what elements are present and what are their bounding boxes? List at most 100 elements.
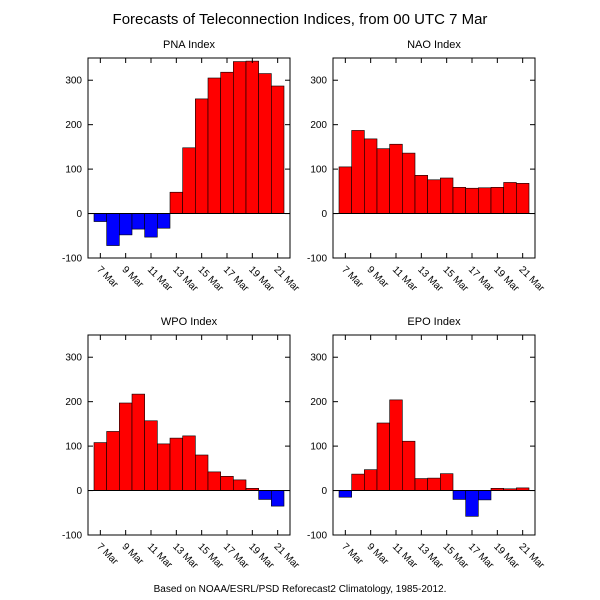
pna-index-bar [93, 213, 107, 222]
nao-index-bar [414, 175, 428, 214]
wpo-index-xtick-label: 19 Mar [246, 541, 276, 571]
wpo-index-bar [271, 490, 285, 507]
wpo-index-bar [195, 454, 209, 491]
pna-index-xtick-label: 17 Mar [221, 264, 251, 294]
epo-index-bar [440, 473, 454, 491]
epo-index-frame [332, 334, 536, 536]
epo-index-bar [465, 490, 479, 517]
epo-index-xtick-label: 13 Mar [415, 541, 445, 571]
pna-index-xtick-label: 11 Mar [145, 264, 175, 294]
nao-index-bar [427, 179, 441, 214]
wpo-index-xtick-label: 21 Mar [272, 541, 302, 571]
nao-index-bar [402, 152, 416, 214]
nao-index-bar [364, 138, 378, 214]
wpo-index-bar [182, 435, 196, 491]
epo-index-ytick-label: 300 [310, 353, 327, 364]
wpo-index-bar [220, 476, 234, 491]
wpo-index-ytick-label: 300 [65, 353, 82, 364]
pna-index-xtick-label: 13 Mar [170, 264, 200, 294]
epo-index-xtick-label: 19 Mar [491, 541, 521, 571]
pna-index-ytick-label: 300 [65, 76, 82, 87]
wpo-index-bar [258, 490, 272, 500]
nao-index-bar [516, 183, 530, 214]
nao-index-xtick-label: 9 Mar [365, 264, 391, 290]
pna-index-xtick-label: 9 Mar [120, 264, 146, 290]
pna-index-xtick-label: 19 Mar [246, 264, 276, 294]
nao-index-bar [503, 182, 517, 214]
figure-title: Forecasts of Teleconnection Indices, fro… [113, 11, 488, 28]
nao-index-ytick-label: 300 [310, 76, 327, 87]
wpo-index-bar [93, 442, 107, 491]
epo-index-bar [402, 440, 416, 491]
nao-index-bar [490, 187, 504, 214]
nao-index-bar [478, 187, 492, 214]
wpo-index-xtick-label: 15 Mar [196, 541, 226, 571]
nao-index-bar [440, 177, 454, 214]
pna-index-bar [195, 98, 209, 214]
wpo-index-title: WPO Index [161, 316, 218, 328]
epo-index-ytick-label: 100 [310, 442, 327, 453]
wpo-index-bar [106, 431, 120, 491]
nao-index-xtick-label: 13 Mar [415, 264, 445, 294]
epo-index-ytick-label: -100 [307, 531, 327, 542]
pna-index-bar [182, 147, 196, 214]
nao-index-xtick-label: 7 Mar [339, 264, 365, 290]
epo-index-title: EPO Index [407, 316, 461, 328]
epo-index-xtick-label: 15 Mar [441, 541, 471, 571]
epo-index-xtick-label: 17 Mar [466, 541, 496, 571]
epo-index-bar [351, 473, 365, 491]
wpo-index-ytick-label: 0 [76, 486, 82, 497]
pna-index-bar [245, 60, 259, 214]
pna-index-bar [220, 71, 234, 214]
pna-index-bar [271, 85, 285, 214]
nao-index-xtick-label: 11 Mar [390, 264, 420, 294]
epo-index-xtick-label: 21 Mar [517, 541, 547, 571]
pna-index-bar [157, 213, 171, 229]
nao-index-ytick-label: 100 [310, 165, 327, 176]
nao-index-ytick-label: 200 [310, 120, 327, 131]
pna-index-bar [131, 213, 145, 230]
wpo-index-bar [169, 437, 183, 491]
wpo-index-xtick-label: 9 Mar [120, 541, 146, 567]
nao-index-ytick-label: -100 [307, 254, 327, 265]
pna-index-bar [169, 191, 183, 214]
pna-index-xtick-label: 15 Mar [196, 264, 226, 294]
wpo-index-ytick-label: -100 [62, 531, 82, 542]
wpo-index-bar [207, 471, 221, 491]
wpo-index-bar [144, 420, 158, 491]
nao-index-bar [376, 148, 390, 214]
figure-footer: Based on NOAA/ESRL/PSD Reforecast2 Clima… [154, 584, 447, 595]
nao-index-xtick-label: 15 Mar [441, 264, 471, 294]
epo-index-xtick-label: 11 Mar [390, 541, 420, 571]
nao-index-bar [351, 130, 365, 214]
pna-index-frame [87, 57, 291, 259]
epo-index-ytick-label: 200 [310, 397, 327, 408]
wpo-index-xtick-label: 17 Mar [221, 541, 251, 571]
pna-index-xtick-label: 7 Mar [94, 264, 120, 290]
pna-index-bar [144, 213, 158, 238]
pna-index-bar [207, 77, 221, 214]
nao-index-title: NAO Index [407, 39, 461, 51]
wpo-index-xtick-label: 13 Mar [170, 541, 200, 571]
epo-index-bar [414, 478, 428, 491]
pna-index-xtick-label: 21 Mar [272, 264, 302, 294]
epo-index-bar [478, 490, 492, 501]
pna-index-ytick-label: 100 [65, 165, 82, 176]
epo-index-bar [364, 469, 378, 491]
wpo-index-ytick-label: 100 [65, 442, 82, 453]
nao-index-xtick-label: 19 Mar [491, 264, 521, 294]
wpo-index-xtick-label: 7 Mar [94, 541, 120, 567]
pna-index-bar [106, 213, 120, 246]
wpo-index-bar [233, 479, 247, 491]
nao-index-ytick-label: 0 [321, 209, 327, 220]
nao-index-bar [465, 187, 479, 214]
wpo-index-frame [87, 334, 291, 536]
wpo-index-xtick-label: 11 Mar [145, 541, 175, 571]
wpo-index-bar [119, 402, 133, 491]
